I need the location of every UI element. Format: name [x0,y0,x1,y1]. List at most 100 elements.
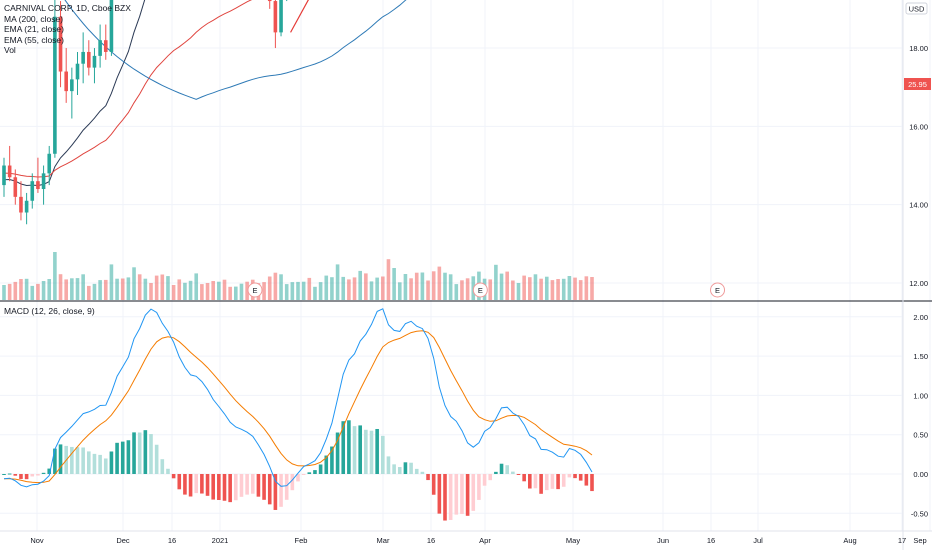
macd-histogram-bar [324,455,329,474]
legend-ema21[interactable]: EMA (21, close) [4,24,64,35]
macd-histogram-bar [250,474,255,494]
volume-bar [369,281,374,300]
volume-bar [448,274,453,300]
time-tick-label: Jul [753,536,763,545]
macd-histogram-bar [262,474,266,500]
volume-bar [137,274,142,300]
macd-histogram-bar [75,447,80,474]
time-tick-label: Sep [913,536,926,545]
volume-bar [544,276,549,300]
macd-histogram-bar [414,468,419,474]
volume-bar [550,280,555,300]
macd-histogram-bar [239,474,244,497]
volume-bar [307,277,312,300]
volume-bar [166,276,170,300]
earnings-marker-label: E [478,286,483,295]
volume-bar [239,283,244,300]
volume-bar [64,279,68,300]
volume-bar [318,282,323,300]
macd-histogram-bar [177,474,182,490]
macd-histogram-bar [369,430,374,474]
macd-histogram-bar [273,474,278,510]
macd-histogram-bar [92,453,97,474]
macd-histogram-bar [13,474,18,476]
macd-histogram-bar [296,474,300,482]
volume-bar [505,271,509,300]
macd-histogram-bar [330,446,334,474]
volume-bar [98,280,102,300]
macd-histogram-bar [24,474,29,480]
volume-bar [81,274,85,300]
candle-body [98,40,102,56]
macd-legend: MACD (12, 26, close, 9) [4,306,95,317]
volume-bar [330,277,334,300]
time-tick-label: Feb [295,536,308,545]
candle-body [87,51,91,68]
legend-ma200[interactable]: MA (200, close) [4,13,64,24]
volume-bar [511,280,515,300]
currency-label[interactable]: USD [905,2,928,15]
volume-bar [92,283,97,300]
macd-histogram-bar [505,465,509,474]
macd-histogram-bar [41,472,46,474]
macd-histogram-bar [70,446,74,474]
macd-histogram-bar [358,425,362,474]
macd-histogram-bar [279,474,283,507]
macd-histogram-bar [584,474,589,486]
volume-bar [561,278,566,300]
macd-histogram-bar [267,474,272,505]
time-tick-label: May [566,536,580,545]
volume-bar [499,273,504,300]
time-tick-label: 16 [168,536,176,545]
macd-tick-label: 1.00 [913,391,928,400]
candle-body [7,165,12,178]
volume-bar [58,274,63,300]
volume-bar [30,285,35,300]
macd-tick-label: 0.00 [913,470,928,479]
volume-bar [7,283,12,300]
price-axis-ticks: 30.0028.0026.0024.0022.0020.0018.0016.00… [909,44,928,288]
candle-body [47,153,52,174]
volume-bar [386,259,391,300]
macd-histogram-bar [482,474,487,486]
trend-lines[interactable] [273,0,406,33]
symbol-title[interactable]: CARNIVAL CORP, 1D, Cboe BZX [4,3,131,13]
macd-tick-label: 0.50 [913,431,928,440]
macd-histogram-bar [222,474,227,501]
volume-bar [132,267,136,300]
volume-bar [284,284,289,300]
legend-ema55[interactable]: EMA (55, close) [4,34,64,45]
macd-histogram-bar [137,432,142,474]
volume-bar [381,276,385,300]
volume-bar [528,277,532,300]
time-tick-label: 2021 [212,536,229,545]
macd-histogram-bar [313,470,317,474]
candle-body [36,181,40,190]
macd-histogram-bar [511,471,515,474]
legend-vol[interactable]: Vol [4,45,16,56]
volume-bar [437,266,442,300]
macd-histogram-bar [30,474,35,477]
macd-histogram-bar [573,474,577,479]
macd-histogram-bar [183,474,187,495]
volume-bar [522,275,526,300]
earnings-marker-label: E [715,286,720,295]
volume-bar [556,279,560,300]
macd-histogram-bar [409,462,413,474]
volume-bar [267,276,272,300]
candle-body [30,181,35,201]
macd-histogram-bar [132,432,136,474]
legend-macd[interactable]: MACD (12, 26, close, 9) [4,306,95,316]
volume-bar [414,272,419,300]
volume-bar [87,285,91,300]
macd-histogram-bar [149,434,153,474]
volume-bar [352,277,357,300]
macd-histogram-bar [347,420,351,474]
volume-bar [2,285,6,300]
volume-bar [516,283,521,300]
macd-histogram-bar [211,474,215,500]
volume-bar [188,280,193,300]
